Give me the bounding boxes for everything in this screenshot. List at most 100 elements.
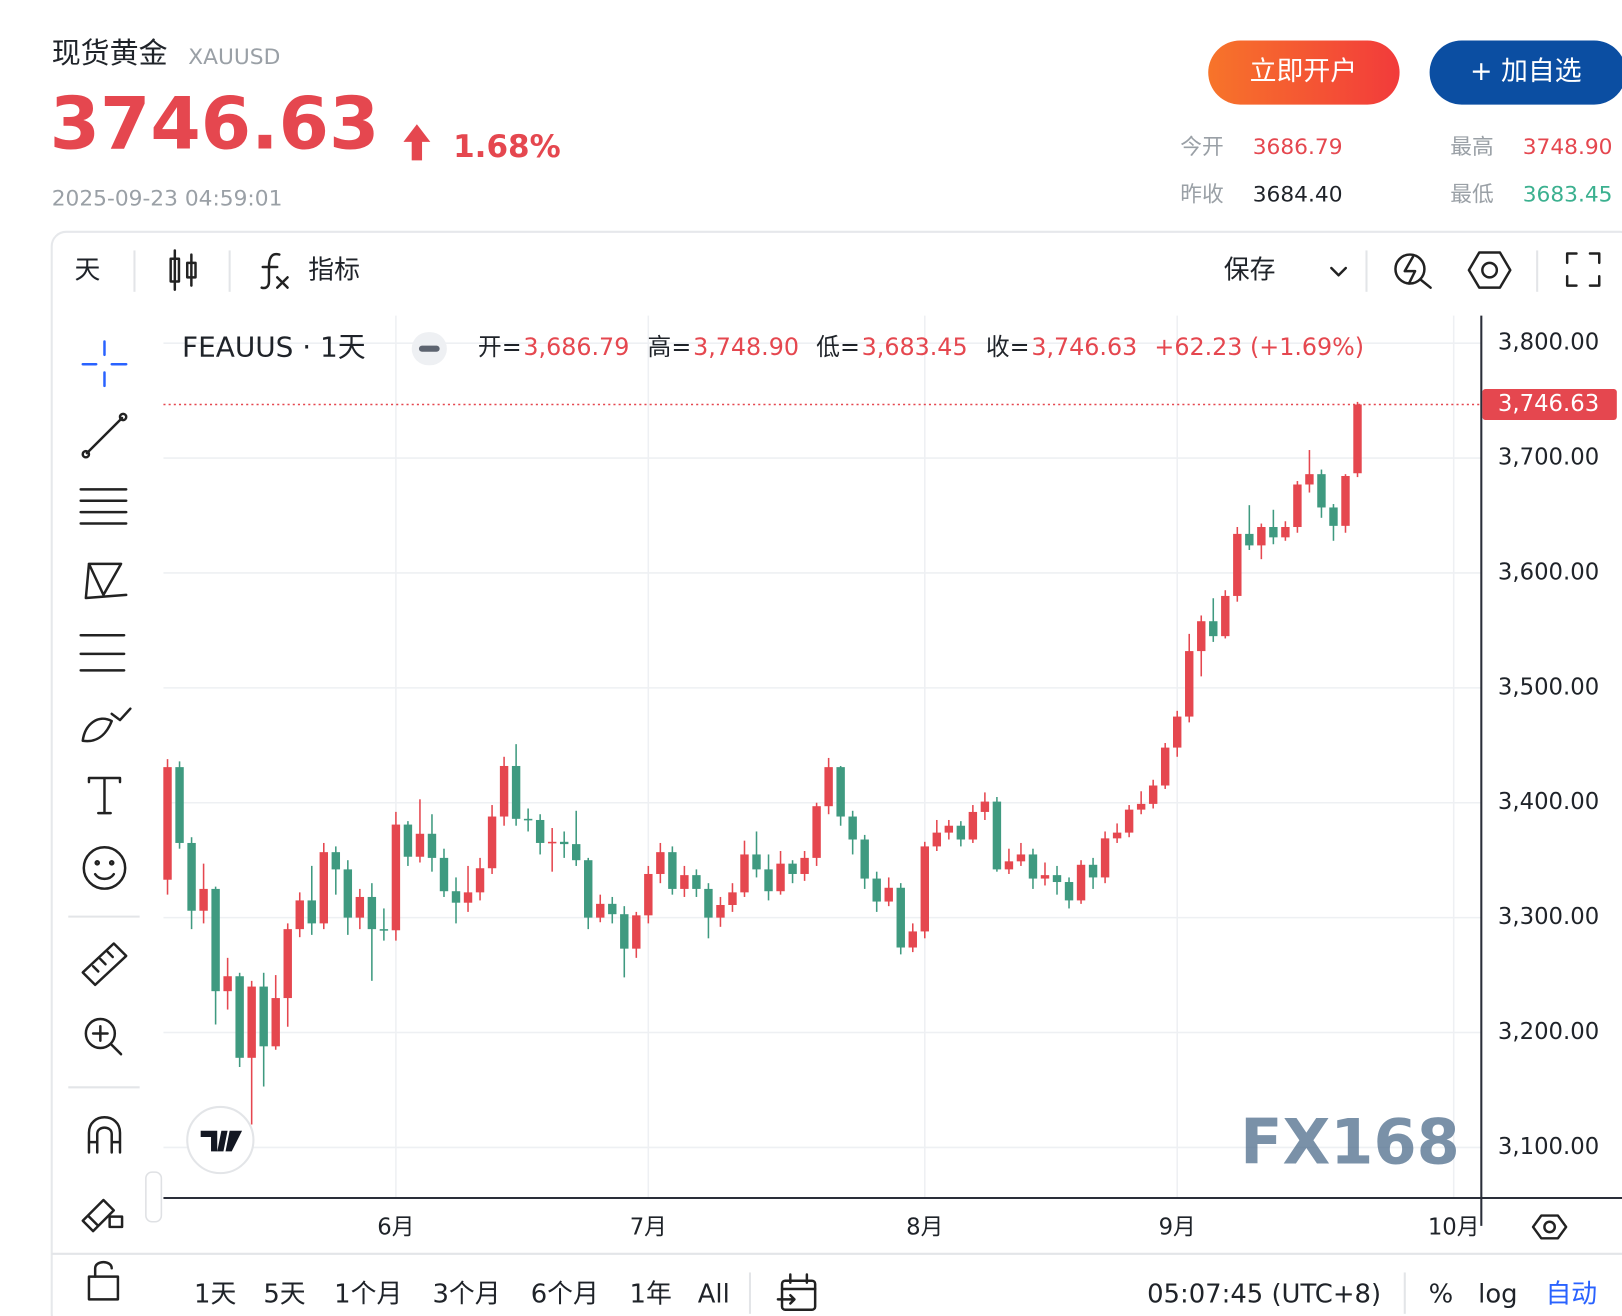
range-button[interactable]: All	[698, 1280, 730, 1310]
y-tick-label: 3,300.00	[1498, 904, 1599, 930]
chart-type-button[interactable]	[169, 249, 197, 291]
range-button[interactable]: 6个月	[531, 1280, 599, 1310]
up-arrow	[403, 124, 431, 161]
legend-toggle-bar	[418, 345, 440, 352]
candle-body	[932, 832, 942, 847]
x-tick-label: 6月	[377, 1214, 414, 1240]
x-tick-label: 7月	[630, 1214, 667, 1240]
candle-body	[547, 841, 557, 844]
date-range-button[interactable]	[776, 1273, 817, 1311]
candle-body	[283, 929, 292, 999]
collapse-handle[interactable]	[145, 1171, 163, 1223]
candle-body	[968, 811, 978, 840]
chevron	[1330, 266, 1348, 277]
watchlist-label: + 加自选	[1470, 56, 1582, 87]
candle-body	[307, 900, 316, 924]
watchlist-button[interactable]	[1429, 40, 1622, 105]
candle-body	[1052, 875, 1062, 883]
fullscreen-button[interactable]	[1565, 252, 1601, 287]
x-tick-label: 9月	[1159, 1214, 1196, 1240]
candle-body	[812, 806, 821, 858]
stat-label: 昨收	[1180, 183, 1223, 208]
range-button[interactable]: 3个月	[432, 1280, 500, 1310]
candle-body	[704, 888, 713, 918]
candle-body	[259, 986, 268, 1047]
price: 3746.63	[50, 82, 380, 166]
legend-label: 低=	[816, 333, 860, 361]
candle-body	[499, 765, 509, 817]
stat-label: 最低	[1450, 183, 1493, 208]
candle-body	[920, 846, 929, 932]
save-button[interactable]: 保存	[1224, 256, 1276, 286]
candle-body	[1269, 527, 1278, 538]
candle-body	[475, 868, 485, 893]
candle-body	[1016, 854, 1026, 862]
range-button[interactable]: 1天	[194, 1280, 236, 1310]
candle-body	[235, 976, 244, 1058]
candle-body	[1124, 809, 1134, 833]
range-button[interactable]: 1年	[630, 1280, 672, 1310]
candle-body	[1028, 854, 1038, 879]
indicators-button[interactable]: 指标	[308, 256, 360, 286]
symbol: XAUUSD	[188, 45, 280, 70]
open-account-button[interactable]	[1208, 40, 1400, 105]
percent-toggle[interactable]: %	[1429, 1280, 1454, 1310]
candle-body	[644, 873, 653, 916]
candle-body	[692, 875, 701, 889]
legend-label: 高=	[648, 333, 692, 361]
axis-settings[interactable]	[1531, 1214, 1568, 1240]
log-toggle[interactable]: log	[1478, 1280, 1517, 1310]
interval-button[interactable]: 天	[74, 256, 100, 286]
legend-value: 3,748.90	[693, 333, 799, 361]
candle-body	[1305, 474, 1314, 485]
y-tick-label: 3,200.00	[1498, 1019, 1599, 1045]
legend-value: 3,686.79	[523, 333, 629, 361]
candle-body	[535, 819, 545, 843]
change: 1.68%	[453, 129, 561, 165]
x-tick-label: 10月	[1428, 1214, 1480, 1240]
indicator-icon	[260, 252, 289, 290]
candle-body	[1040, 875, 1050, 879]
last-price-tag	[1482, 388, 1617, 421]
candle-body	[451, 891, 461, 903]
candle-body	[1112, 832, 1122, 839]
candle-body	[403, 824, 413, 857]
settings-button[interactable]	[1467, 251, 1512, 289]
candle-body	[872, 878, 881, 902]
auto-toggle[interactable]: 自动	[1545, 1280, 1597, 1310]
candle-body	[608, 903, 617, 915]
open-account-label: 立即开户	[1250, 56, 1358, 87]
candle-body	[331, 852, 341, 870]
plot-area	[163, 315, 1482, 1198]
candle-body	[271, 998, 280, 1047]
legend-label: 开=	[478, 333, 522, 361]
alert-button[interactable]	[1394, 253, 1432, 289]
tv-logo-mark	[200, 1130, 243, 1152]
range-button[interactable]: 5天	[263, 1280, 305, 1310]
candle-body	[908, 931, 917, 948]
candle-body	[656, 852, 665, 874]
candle-body	[175, 767, 184, 843]
stat-label: 最高	[1450, 135, 1493, 160]
range-button[interactable]: 1个月	[334, 1280, 402, 1310]
candle-body	[487, 816, 497, 869]
candle-body	[1353, 404, 1362, 474]
candle-body	[1329, 507, 1338, 526]
candle-body	[559, 841, 569, 845]
stat-value: 3684.40	[1253, 183, 1343, 208]
candle-body	[1076, 864, 1086, 901]
title: 现货黄金	[52, 36, 168, 70]
y-tick-label: 3,400.00	[1498, 789, 1599, 815]
candle-body	[572, 844, 581, 861]
candle-body	[1233, 533, 1242, 596]
candle-body	[1136, 803, 1146, 810]
drawing-tools[interactable]	[79, 340, 132, 1301]
candle-body	[632, 915, 641, 949]
candle-body	[1209, 621, 1218, 637]
settings-dot	[1481, 261, 1499, 279]
candle-body	[1173, 716, 1182, 748]
candle-body	[836, 767, 845, 817]
candle-body	[596, 903, 605, 918]
candle-body	[1160, 747, 1170, 786]
